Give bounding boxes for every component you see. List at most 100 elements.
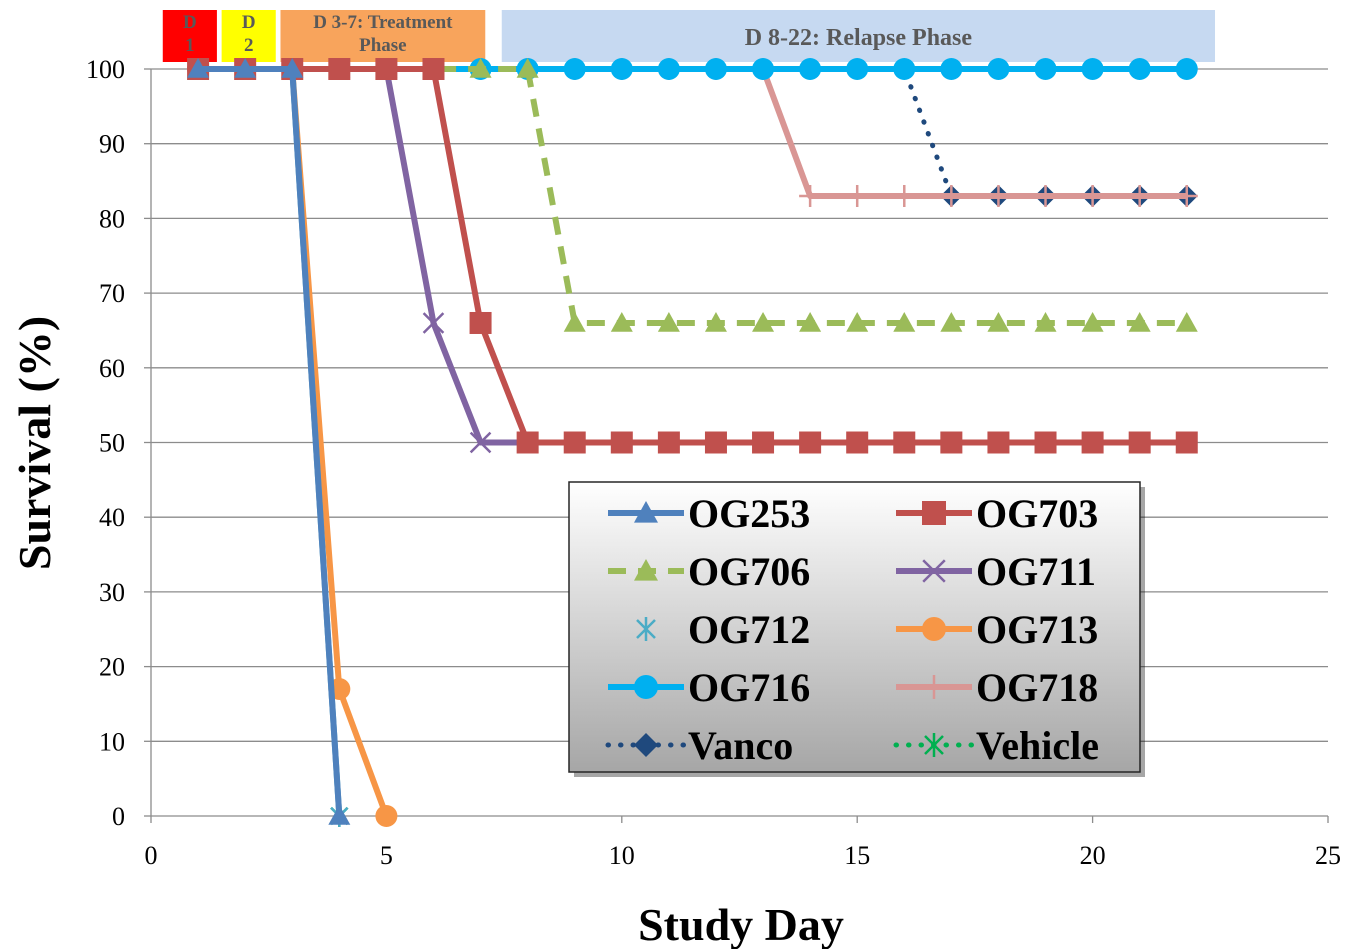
series-line-og253 bbox=[198, 66, 343, 817]
data-point-og703 bbox=[375, 58, 398, 80]
data-point-og703 bbox=[328, 58, 351, 80]
data-point-og706 bbox=[846, 311, 869, 332]
legend-label-og711: OG711 bbox=[976, 549, 1096, 594]
data-point-og716 bbox=[799, 58, 822, 80]
phase-band-4 bbox=[501, 10, 1216, 62]
legend-box bbox=[568, 481, 1141, 773]
data-point-og703 bbox=[799, 431, 822, 454]
legend-item-og718: OG718 bbox=[896, 665, 1098, 710]
data-point-og706 bbox=[1034, 311, 1057, 332]
legend-marker-og712 bbox=[636, 617, 656, 641]
series-og253 bbox=[187, 58, 351, 825]
legend-label-og703: OG703 bbox=[976, 491, 1098, 536]
y-tick-label: 70 bbox=[99, 279, 125, 308]
y-tick-label: 90 bbox=[99, 130, 125, 159]
data-point-og716 bbox=[1128, 58, 1151, 80]
data-point-og253 bbox=[187, 58, 210, 78]
data-point-og253 bbox=[234, 58, 257, 78]
data-point-og706 bbox=[752, 311, 775, 332]
data-point-og703 bbox=[563, 431, 586, 454]
data-point-og716 bbox=[1175, 58, 1198, 80]
data-point-og706 bbox=[987, 311, 1010, 332]
data-point-og706 bbox=[516, 58, 539, 78]
data-point-og703 bbox=[1081, 431, 1104, 454]
data-point-og716 bbox=[846, 58, 869, 80]
y-tick-label: 40 bbox=[99, 503, 125, 532]
phase-label-4-line-1: D 8-22: Relapse Phase bbox=[745, 25, 973, 51]
legend-marker-og716 bbox=[634, 675, 658, 699]
y-tick-label: 60 bbox=[99, 354, 125, 383]
series-og711 bbox=[187, 58, 1198, 454]
axes: 0 10 20 30 40 50 60 70 80 90 100 0 5 10 15 20 25 bbox=[86, 55, 1341, 870]
data-point-og706 bbox=[940, 311, 963, 332]
data-point-og716 bbox=[987, 58, 1010, 80]
phase-label-3-line-1: D 3-7: Treatment bbox=[313, 12, 453, 33]
legend: OG253 OG703 OG706 OG711 OG712 OG713 OG716 OG718… bbox=[568, 481, 1145, 777]
phase-label-3-line-2: Phase bbox=[359, 35, 407, 56]
data-point-og703 bbox=[469, 311, 492, 334]
data-point-og703 bbox=[657, 431, 680, 454]
phase-band-1 bbox=[162, 10, 217, 62]
data-point-og716 bbox=[704, 58, 727, 80]
data-point-og716 bbox=[610, 58, 633, 80]
legend-label-og713: OG713 bbox=[976, 607, 1098, 652]
legend-item-og706: OG706 bbox=[608, 549, 810, 594]
x-tick-label: 25 bbox=[1315, 841, 1341, 870]
phase-label-2-line-2: 2 bbox=[244, 35, 254, 56]
legend-label-og712: OG712 bbox=[688, 607, 810, 652]
legend-marker-og703 bbox=[922, 501, 946, 525]
phase-label-1-line-1: D bbox=[183, 12, 197, 33]
legend-label-vanco: Vanco bbox=[688, 723, 793, 768]
data-point-og718 bbox=[1081, 184, 1104, 207]
phase-label-2-line-1: D bbox=[242, 12, 256, 33]
data-point-og703 bbox=[940, 431, 963, 454]
data-point-og706 bbox=[704, 311, 727, 332]
data-point-og718 bbox=[1128, 184, 1151, 207]
x-tick-label: 0 bbox=[145, 841, 158, 870]
y-tick-label: 10 bbox=[99, 727, 125, 756]
series-og703 bbox=[187, 58, 1198, 454]
legend-marker-og713 bbox=[922, 617, 946, 641]
y-axis-title: Survival (%) bbox=[9, 316, 60, 570]
series-lines bbox=[187, 58, 1198, 827]
legend-marker-vehicle bbox=[924, 733, 944, 757]
data-point-og711 bbox=[469, 431, 492, 454]
y-tick-label: 80 bbox=[99, 204, 125, 233]
data-point-og713 bbox=[375, 805, 398, 827]
series-line-og703 bbox=[198, 66, 1187, 446]
data-point-og718 bbox=[1175, 184, 1198, 207]
data-point-og716 bbox=[563, 58, 586, 80]
data-point-og706 bbox=[469, 58, 492, 78]
legend-label-vehicle: Vehicle bbox=[976, 723, 1099, 768]
data-point-og703 bbox=[704, 431, 727, 454]
legend-marker-og718 bbox=[922, 675, 946, 699]
legend-item-og703: OG703 bbox=[896, 491, 1098, 536]
data-point-og706 bbox=[893, 311, 916, 332]
x-axis-title: Study Day bbox=[638, 899, 844, 949]
legend-item-og711: OG711 bbox=[896, 549, 1096, 594]
data-point-og703 bbox=[1034, 431, 1057, 454]
data-point-og716 bbox=[1081, 58, 1104, 80]
data-point-og703 bbox=[893, 431, 916, 454]
data-point-og703 bbox=[610, 431, 633, 454]
legend-item-vanco: Vanco bbox=[605, 723, 793, 768]
legend-marker-vanco bbox=[634, 733, 658, 757]
series-line-og718 bbox=[198, 66, 1187, 199]
data-point-og703 bbox=[1175, 431, 1198, 454]
data-point-og711 bbox=[422, 312, 445, 334]
data-point-og703 bbox=[987, 431, 1010, 454]
data-point-og716 bbox=[940, 58, 963, 80]
phase-band-3 bbox=[280, 10, 486, 62]
data-point-og703 bbox=[846, 431, 869, 454]
legend-label-og718: OG718 bbox=[976, 665, 1098, 710]
data-point-og718 bbox=[987, 184, 1010, 207]
data-point-og718 bbox=[799, 184, 822, 207]
series-vanco bbox=[187, 58, 1198, 207]
data-point-og706 bbox=[1175, 311, 1198, 332]
y-tick-label: 20 bbox=[99, 653, 125, 682]
data-point-og703 bbox=[1128, 431, 1151, 454]
data-point-og703 bbox=[516, 431, 539, 454]
series-og718 bbox=[187, 58, 1198, 207]
